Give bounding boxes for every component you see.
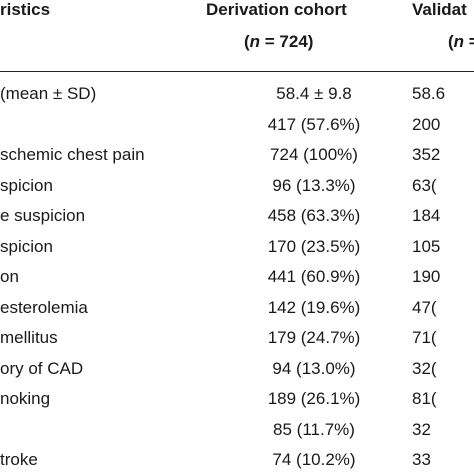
row-label: troke bbox=[0, 450, 38, 469]
row-validation-value: 105 bbox=[412, 236, 441, 256]
row-label: mellitus bbox=[0, 328, 58, 347]
table-row: spicion 170 (23.5%) 105 bbox=[0, 237, 474, 267]
row-validation-value: 58.6 bbox=[412, 84, 446, 103]
row-validation-value: 32( bbox=[412, 358, 437, 378]
row-derivation-value: 142 (19.6%) bbox=[267, 297, 361, 317]
row-label: e suspicion bbox=[0, 206, 86, 225]
row-validation-value: 33 bbox=[412, 450, 431, 469]
row-validation-value: 32 bbox=[412, 419, 431, 439]
row-validation-value: 184 bbox=[412, 206, 441, 225]
table-row: noking 189 (26.1%) 81( bbox=[0, 389, 474, 419]
table-row: 85 (11.7%) 32 bbox=[0, 420, 474, 450]
header-derivation-n: (n = 724) bbox=[244, 32, 314, 51]
table-row: esterolemia 142 (19.6%) 47( bbox=[0, 298, 474, 328]
row-validation-value: 200 bbox=[412, 114, 441, 134]
row-validation-value: 81( bbox=[412, 389, 437, 408]
row-label: esterolemia bbox=[0, 297, 88, 317]
table-row: on 441 (60.9%) 190 bbox=[0, 267, 474, 297]
header-validation-cohort: Validat bbox=[412, 0, 467, 19]
table-row: ory of CAD 94 (13.0%) 32( bbox=[0, 359, 474, 389]
row-derivation-value: 458 (63.3%) bbox=[267, 206, 361, 225]
row-derivation-value: 417 (57.6%) bbox=[267, 114, 361, 134]
row-derivation-value: 74 (10.2%) bbox=[272, 450, 356, 469]
header-characteristics: ristics bbox=[0, 0, 51, 19]
row-derivation-value: 58.4 ± 9.8 bbox=[276, 84, 352, 103]
row-label: on bbox=[0, 267, 19, 286]
header-derivation-cohort: Derivation cohort bbox=[206, 0, 347, 19]
row-derivation-value: 94 (13.0%) bbox=[272, 358, 356, 378]
table-row: e suspicion 458 (63.3%) 184 bbox=[0, 206, 474, 236]
row-label: (mean ± SD) bbox=[0, 84, 97, 103]
row-validation-value: 190 bbox=[412, 267, 441, 286]
row-derivation-value: 96 (13.3%) bbox=[272, 175, 356, 195]
table-row: 417 (57.6%) 200 bbox=[0, 115, 474, 145]
row-derivation-value: 179 (24.7%) bbox=[267, 328, 361, 347]
table-row: (mean ± SD) 58.4 ± 9.8 58.6 bbox=[0, 84, 474, 114]
table-row: spicion 96 (13.3%) 63( bbox=[0, 176, 474, 206]
header-divider bbox=[0, 71, 474, 72]
table-row: schemic chest pain 724 (100%) 352 bbox=[0, 145, 474, 175]
row-validation-value: 71( bbox=[412, 328, 437, 347]
row-validation-value: 63( bbox=[412, 175, 437, 195]
row-validation-value: 47( bbox=[412, 297, 437, 317]
table-row: mellitus 179 (24.7%) 71( bbox=[0, 328, 474, 358]
header-validation-n: (n = bbox=[448, 32, 474, 51]
row-label: noking bbox=[0, 389, 51, 408]
row-derivation-value: 189 (26.1%) bbox=[267, 389, 361, 408]
row-label: ory of CAD bbox=[0, 358, 84, 378]
row-derivation-value: 441 (60.9%) bbox=[267, 267, 361, 286]
row-label: schemic chest pain bbox=[0, 145, 145, 164]
row-label: spicion bbox=[0, 236, 53, 256]
row-derivation-value: 170 (23.5%) bbox=[267, 236, 361, 256]
table-row: troke 74 (10.2%) 33 bbox=[0, 450, 474, 474]
row-derivation-value: 85 (11.7%) bbox=[273, 419, 355, 439]
row-label: spicion bbox=[0, 175, 53, 195]
row-derivation-value: 724 (100%) bbox=[270, 145, 358, 164]
row-validation-value: 352 bbox=[412, 145, 441, 164]
